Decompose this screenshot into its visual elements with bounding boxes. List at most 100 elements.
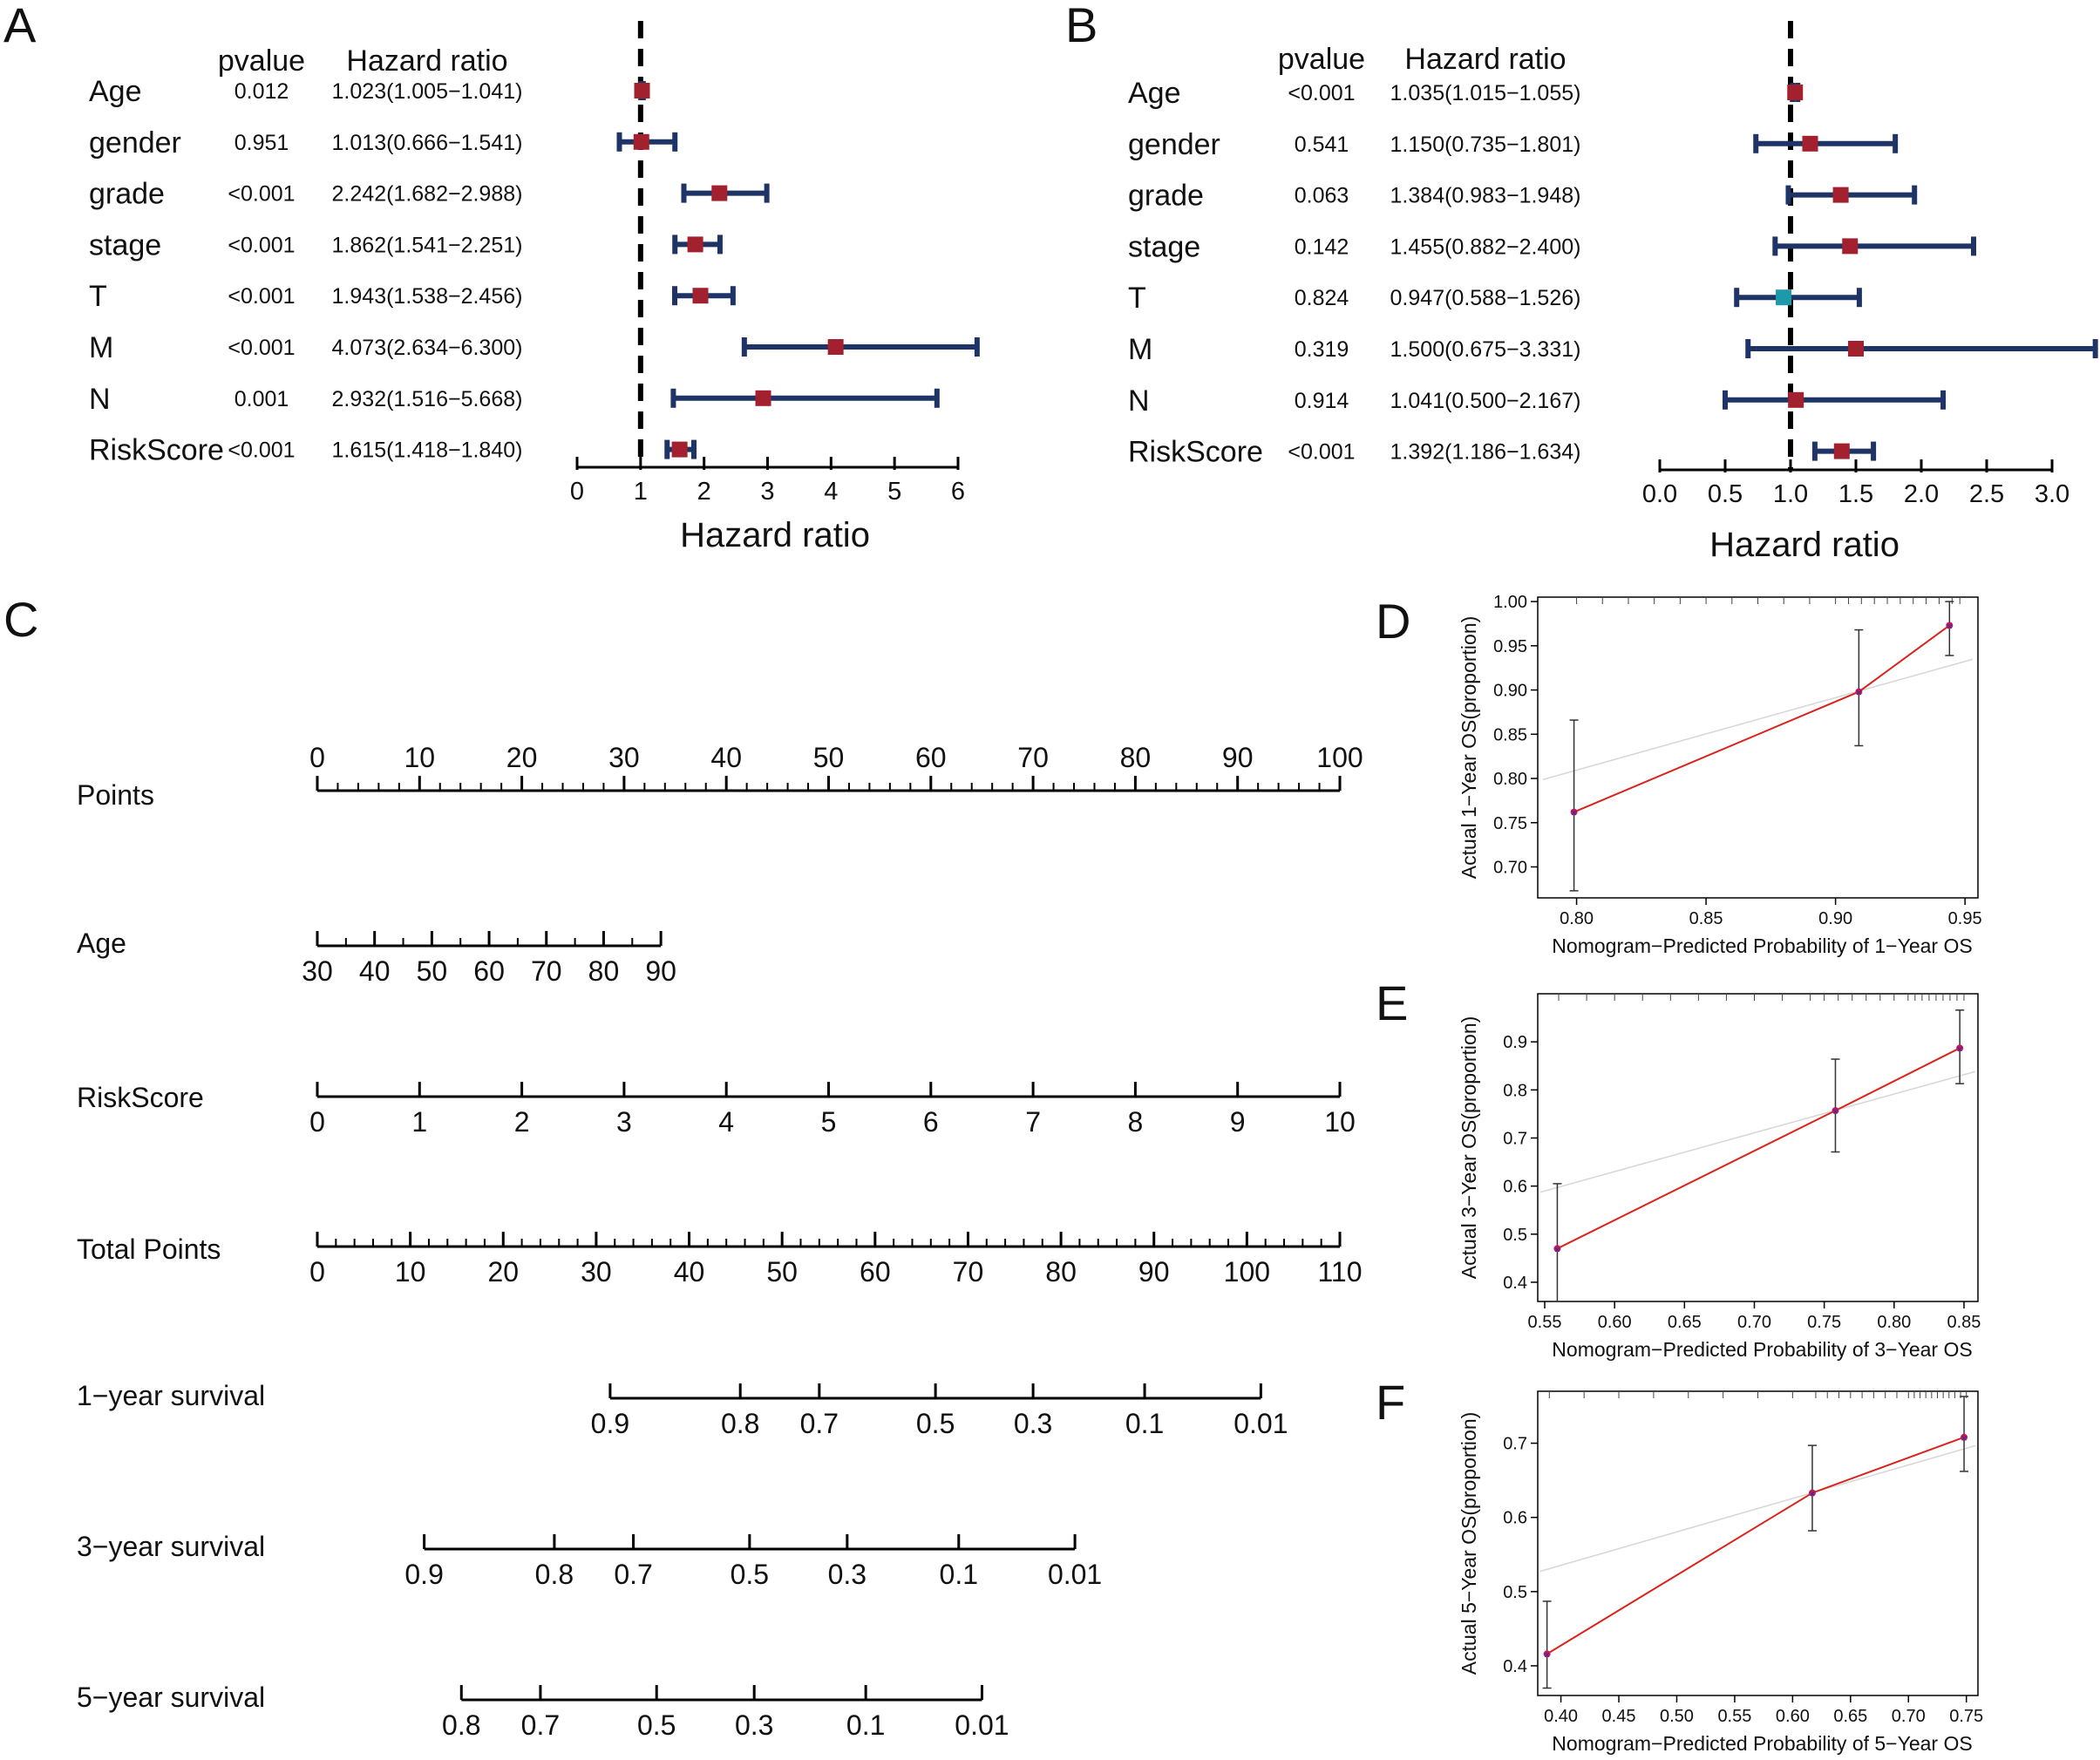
nomogram-tick-label: 20 bbox=[506, 742, 538, 773]
calibration-point bbox=[1543, 1650, 1551, 1658]
calibration-point-marker: × bbox=[1544, 1648, 1550, 1661]
nomogram-label: Points bbox=[77, 779, 154, 811]
calibration-plot-e: × × × 0.55 0.60 0.65 0.70 0.75 0.80 0.85 0.4 0.5 0.6… bbox=[1458, 993, 1981, 1361]
nomogram-tick-label: 20 bbox=[487, 1256, 519, 1288]
panel-label-c: C bbox=[3, 592, 38, 647]
hr-marker bbox=[634, 83, 650, 99]
ideal-line bbox=[1540, 1070, 1975, 1193]
x-tick-label: 0.60 bbox=[1776, 1707, 1810, 1726]
row-pvalue-m: 0.319 bbox=[1295, 337, 1349, 362]
row-label-n: N bbox=[89, 383, 111, 416]
row-label-m: M bbox=[1128, 333, 1152, 366]
row-hr-gender: 1.150(0.735−1.801) bbox=[1390, 133, 1581, 157]
row-label-age: Age bbox=[1128, 77, 1181, 110]
x-tick-label: 4 bbox=[824, 478, 838, 506]
hr-marker bbox=[755, 390, 771, 406]
calibration-point bbox=[1832, 1107, 1839, 1115]
row-pvalue-gender: 0.951 bbox=[234, 131, 289, 155]
y-tick-label: 0.8 bbox=[1503, 1081, 1527, 1100]
nomogram-tick-label: 90 bbox=[645, 955, 676, 987]
row-label-m: M bbox=[89, 331, 113, 364]
x-axis-title: Nomogram−Predicted Probability of 1−Year… bbox=[1552, 934, 1972, 957]
calibration-point-marker: × bbox=[1809, 1488, 1815, 1500]
x-axis-title: Hazard ratio bbox=[1709, 526, 1900, 564]
x-tick-label: 3 bbox=[760, 478, 774, 506]
row-hr-riskscore: 1.615(1.418−1.840) bbox=[332, 438, 523, 463]
row-label-grade: grade bbox=[89, 178, 165, 211]
row-hr-grade: 2.242(1.682−2.988) bbox=[332, 182, 523, 207]
calibration-point bbox=[1946, 622, 1954, 629]
panel-label-f: F bbox=[1376, 1375, 1405, 1430]
nomogram-tick-label: 30 bbox=[302, 955, 333, 987]
y-axis-title: Actual 5−Year OS(proportion) bbox=[1458, 1412, 1480, 1675]
y-tick-label: 0.7 bbox=[1503, 1129, 1527, 1148]
hr-marker bbox=[1787, 85, 1804, 100]
hr-marker bbox=[1848, 341, 1864, 357]
x-tick-label: 1.0 bbox=[1773, 480, 1808, 508]
row-hr-age: 1.023(1.005−1.041) bbox=[332, 79, 523, 104]
nomogram-tick-label: 9 bbox=[1230, 1106, 1246, 1138]
y-tick-label: 1.00 bbox=[1493, 593, 1527, 612]
nomogram-tick-label: 10 bbox=[1324, 1106, 1356, 1138]
hr-marker bbox=[692, 288, 709, 304]
x-axis-title: Nomogram−Predicted Probability of 3−Year… bbox=[1552, 1338, 1972, 1361]
y-tick-label: 0.5 bbox=[1503, 1583, 1527, 1602]
plot-frame bbox=[1537, 596, 1979, 899]
row-hr-gender: 1.013(0.666−1.541) bbox=[332, 131, 523, 155]
nomogram-tick-label: 0.9 bbox=[591, 1408, 629, 1439]
x-tick-label: 2.5 bbox=[1969, 480, 2004, 508]
ideal-line bbox=[1539, 1444, 1976, 1573]
x-tick-label: 0.85 bbox=[1947, 1313, 1981, 1332]
nomogram-tick-label: 0.1 bbox=[846, 1709, 885, 1741]
y-tick-label: 0.70 bbox=[1493, 858, 1527, 877]
panel-label-b: B bbox=[1065, 0, 1098, 52]
nomogram-tick-label: 0.5 bbox=[731, 1559, 769, 1590]
nomogram-label: Total Points bbox=[77, 1233, 221, 1265]
nomogram-label: Age bbox=[77, 928, 126, 959]
plot-frame bbox=[1537, 993, 1979, 1302]
nomogram-tick-label: 2 bbox=[514, 1106, 530, 1138]
x-tick-label: 0.75 bbox=[1949, 1707, 1983, 1726]
y-tick-label: 0.5 bbox=[1503, 1226, 1527, 1245]
nomogram-tick-label: 0.01 bbox=[1233, 1408, 1288, 1439]
x-tick-label: 2.0 bbox=[1904, 480, 1939, 508]
nomogram-tick-label: 80 bbox=[1120, 742, 1152, 773]
row-label-stage: stage bbox=[1128, 230, 1200, 263]
row-label-riskscore: RiskScore bbox=[1128, 436, 1263, 469]
row-hr-t: 1.943(1.538−2.456) bbox=[332, 284, 523, 309]
nomogram-tick-label: 70 bbox=[953, 1256, 984, 1288]
calibration-curve bbox=[1546, 1436, 1965, 1655]
hr-marker bbox=[711, 185, 728, 201]
y-tick-label: 0.4 bbox=[1503, 1274, 1527, 1293]
x-tick-label: 3.0 bbox=[2035, 480, 2069, 508]
hr-marker bbox=[1776, 289, 1792, 306]
calibration-curve bbox=[1556, 1047, 1961, 1250]
nomogram-tick-label: 40 bbox=[359, 955, 391, 987]
nomogram-tick-label: 10 bbox=[404, 742, 436, 773]
nomogram-tick-label: 80 bbox=[1045, 1256, 1077, 1288]
nomogram-tick-label: 50 bbox=[813, 742, 845, 773]
row-pvalue-grade: <0.001 bbox=[228, 182, 295, 207]
row-label-riskscore: RiskScore bbox=[89, 434, 224, 467]
nomogram-tick-label: 50 bbox=[766, 1256, 798, 1288]
calibration-plot-f: × × × 0.40 0.45 0.50 0.55 0.60 0.65 0.70 0.75 0.4 0.… bbox=[1458, 1390, 1983, 1755]
y-axis-title: Actual 3−Year OS(proportion) bbox=[1458, 1016, 1480, 1280]
row-pvalue-grade: 0.063 bbox=[1295, 184, 1349, 208]
nomogram-tick-label: 0.01 bbox=[1048, 1559, 1102, 1590]
calibration-point bbox=[1808, 1489, 1816, 1497]
row-hr-n: 2.932(1.516−5.668) bbox=[332, 387, 523, 411]
calibration-point bbox=[1961, 1433, 1968, 1441]
calibration-point-marker: × bbox=[1554, 1243, 1560, 1255]
nomogram-tick-label: 0.8 bbox=[721, 1408, 759, 1439]
x-tick-label: 0.50 bbox=[1660, 1707, 1694, 1726]
hr-marker bbox=[671, 441, 688, 458]
row-hr-m: 4.073(2.634−6.300) bbox=[332, 336, 523, 360]
row-label-age: Age bbox=[89, 75, 142, 108]
nomogram-tick-label: 5 bbox=[821, 1106, 837, 1138]
row-label-t: T bbox=[89, 280, 107, 313]
row-hr-m: 1.500(0.675−3.331) bbox=[1390, 337, 1581, 362]
hr-marker bbox=[633, 133, 649, 150]
nomogram-tick-label: 70 bbox=[531, 955, 562, 987]
nomogram-tick-label: 30 bbox=[581, 1256, 612, 1288]
